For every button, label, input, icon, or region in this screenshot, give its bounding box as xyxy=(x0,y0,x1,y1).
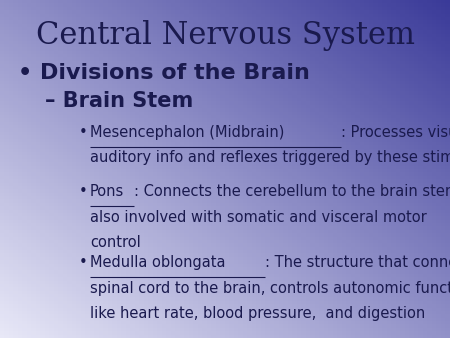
Text: : Connects the cerebellum to the brain stem,: : Connects the cerebellum to the brain s… xyxy=(134,184,450,199)
Text: •: • xyxy=(79,125,87,140)
Text: •: • xyxy=(79,255,87,270)
Text: : Processes visual and: : Processes visual and xyxy=(341,125,450,140)
Text: control: control xyxy=(90,235,141,250)
Text: : The structure that connects the: : The structure that connects the xyxy=(265,255,450,270)
Text: – Brain Stem: – Brain Stem xyxy=(45,91,193,111)
Text: Medulla oblongata: Medulla oblongata xyxy=(90,255,225,270)
Text: auditory info and reflexes triggered by these stimuli: auditory info and reflexes triggered by … xyxy=(90,150,450,165)
Text: spinal cord to the brain, controls autonomic function: spinal cord to the brain, controls auton… xyxy=(90,281,450,295)
Text: like heart rate, blood pressure,  and digestion: like heart rate, blood pressure, and dig… xyxy=(90,306,425,321)
Text: • Divisions of the Brain: • Divisions of the Brain xyxy=(18,63,310,82)
Text: Mesencephalon (Midbrain): Mesencephalon (Midbrain) xyxy=(90,125,284,140)
Text: also involved with somatic and visceral motor: also involved with somatic and visceral … xyxy=(90,210,427,224)
Text: •: • xyxy=(79,184,87,199)
Text: Central Nervous System: Central Nervous System xyxy=(36,20,414,51)
Text: Pons: Pons xyxy=(90,184,124,199)
